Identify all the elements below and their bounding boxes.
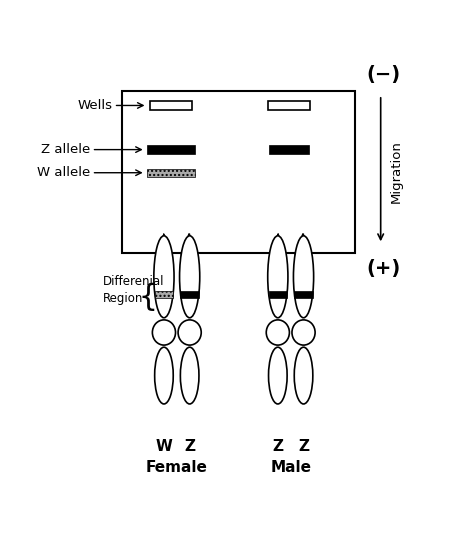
Ellipse shape <box>292 320 315 345</box>
Bar <box>269 145 309 154</box>
Text: Migration: Migration <box>390 140 403 203</box>
Ellipse shape <box>155 347 173 404</box>
Bar <box>155 291 173 298</box>
Ellipse shape <box>178 320 201 345</box>
Ellipse shape <box>181 347 199 404</box>
Text: W allele: W allele <box>37 166 91 179</box>
Text: Z: Z <box>184 438 195 454</box>
Ellipse shape <box>152 320 175 345</box>
Text: Z: Z <box>298 438 309 454</box>
Bar <box>294 291 313 298</box>
Text: }: } <box>132 280 152 309</box>
Text: Z allele: Z allele <box>41 143 91 156</box>
Ellipse shape <box>154 236 174 318</box>
Ellipse shape <box>294 347 313 404</box>
Bar <box>150 101 192 110</box>
Text: Z: Z <box>273 438 283 454</box>
Bar <box>268 101 310 110</box>
Ellipse shape <box>266 320 290 345</box>
Bar <box>147 169 195 177</box>
Text: Female: Female <box>146 460 208 476</box>
Text: W: W <box>155 438 173 454</box>
Ellipse shape <box>269 347 287 404</box>
Text: Differenial
Region: Differenial Region <box>103 275 165 305</box>
Text: Wells: Wells <box>78 99 112 112</box>
Text: (+): (+) <box>366 259 400 278</box>
Text: (−): (−) <box>366 66 400 85</box>
Bar <box>181 291 199 298</box>
Ellipse shape <box>180 236 200 318</box>
Ellipse shape <box>293 236 314 318</box>
Bar <box>269 291 287 298</box>
Ellipse shape <box>268 236 288 318</box>
Bar <box>122 91 355 253</box>
Text: Male: Male <box>270 460 311 476</box>
Bar <box>147 145 195 154</box>
